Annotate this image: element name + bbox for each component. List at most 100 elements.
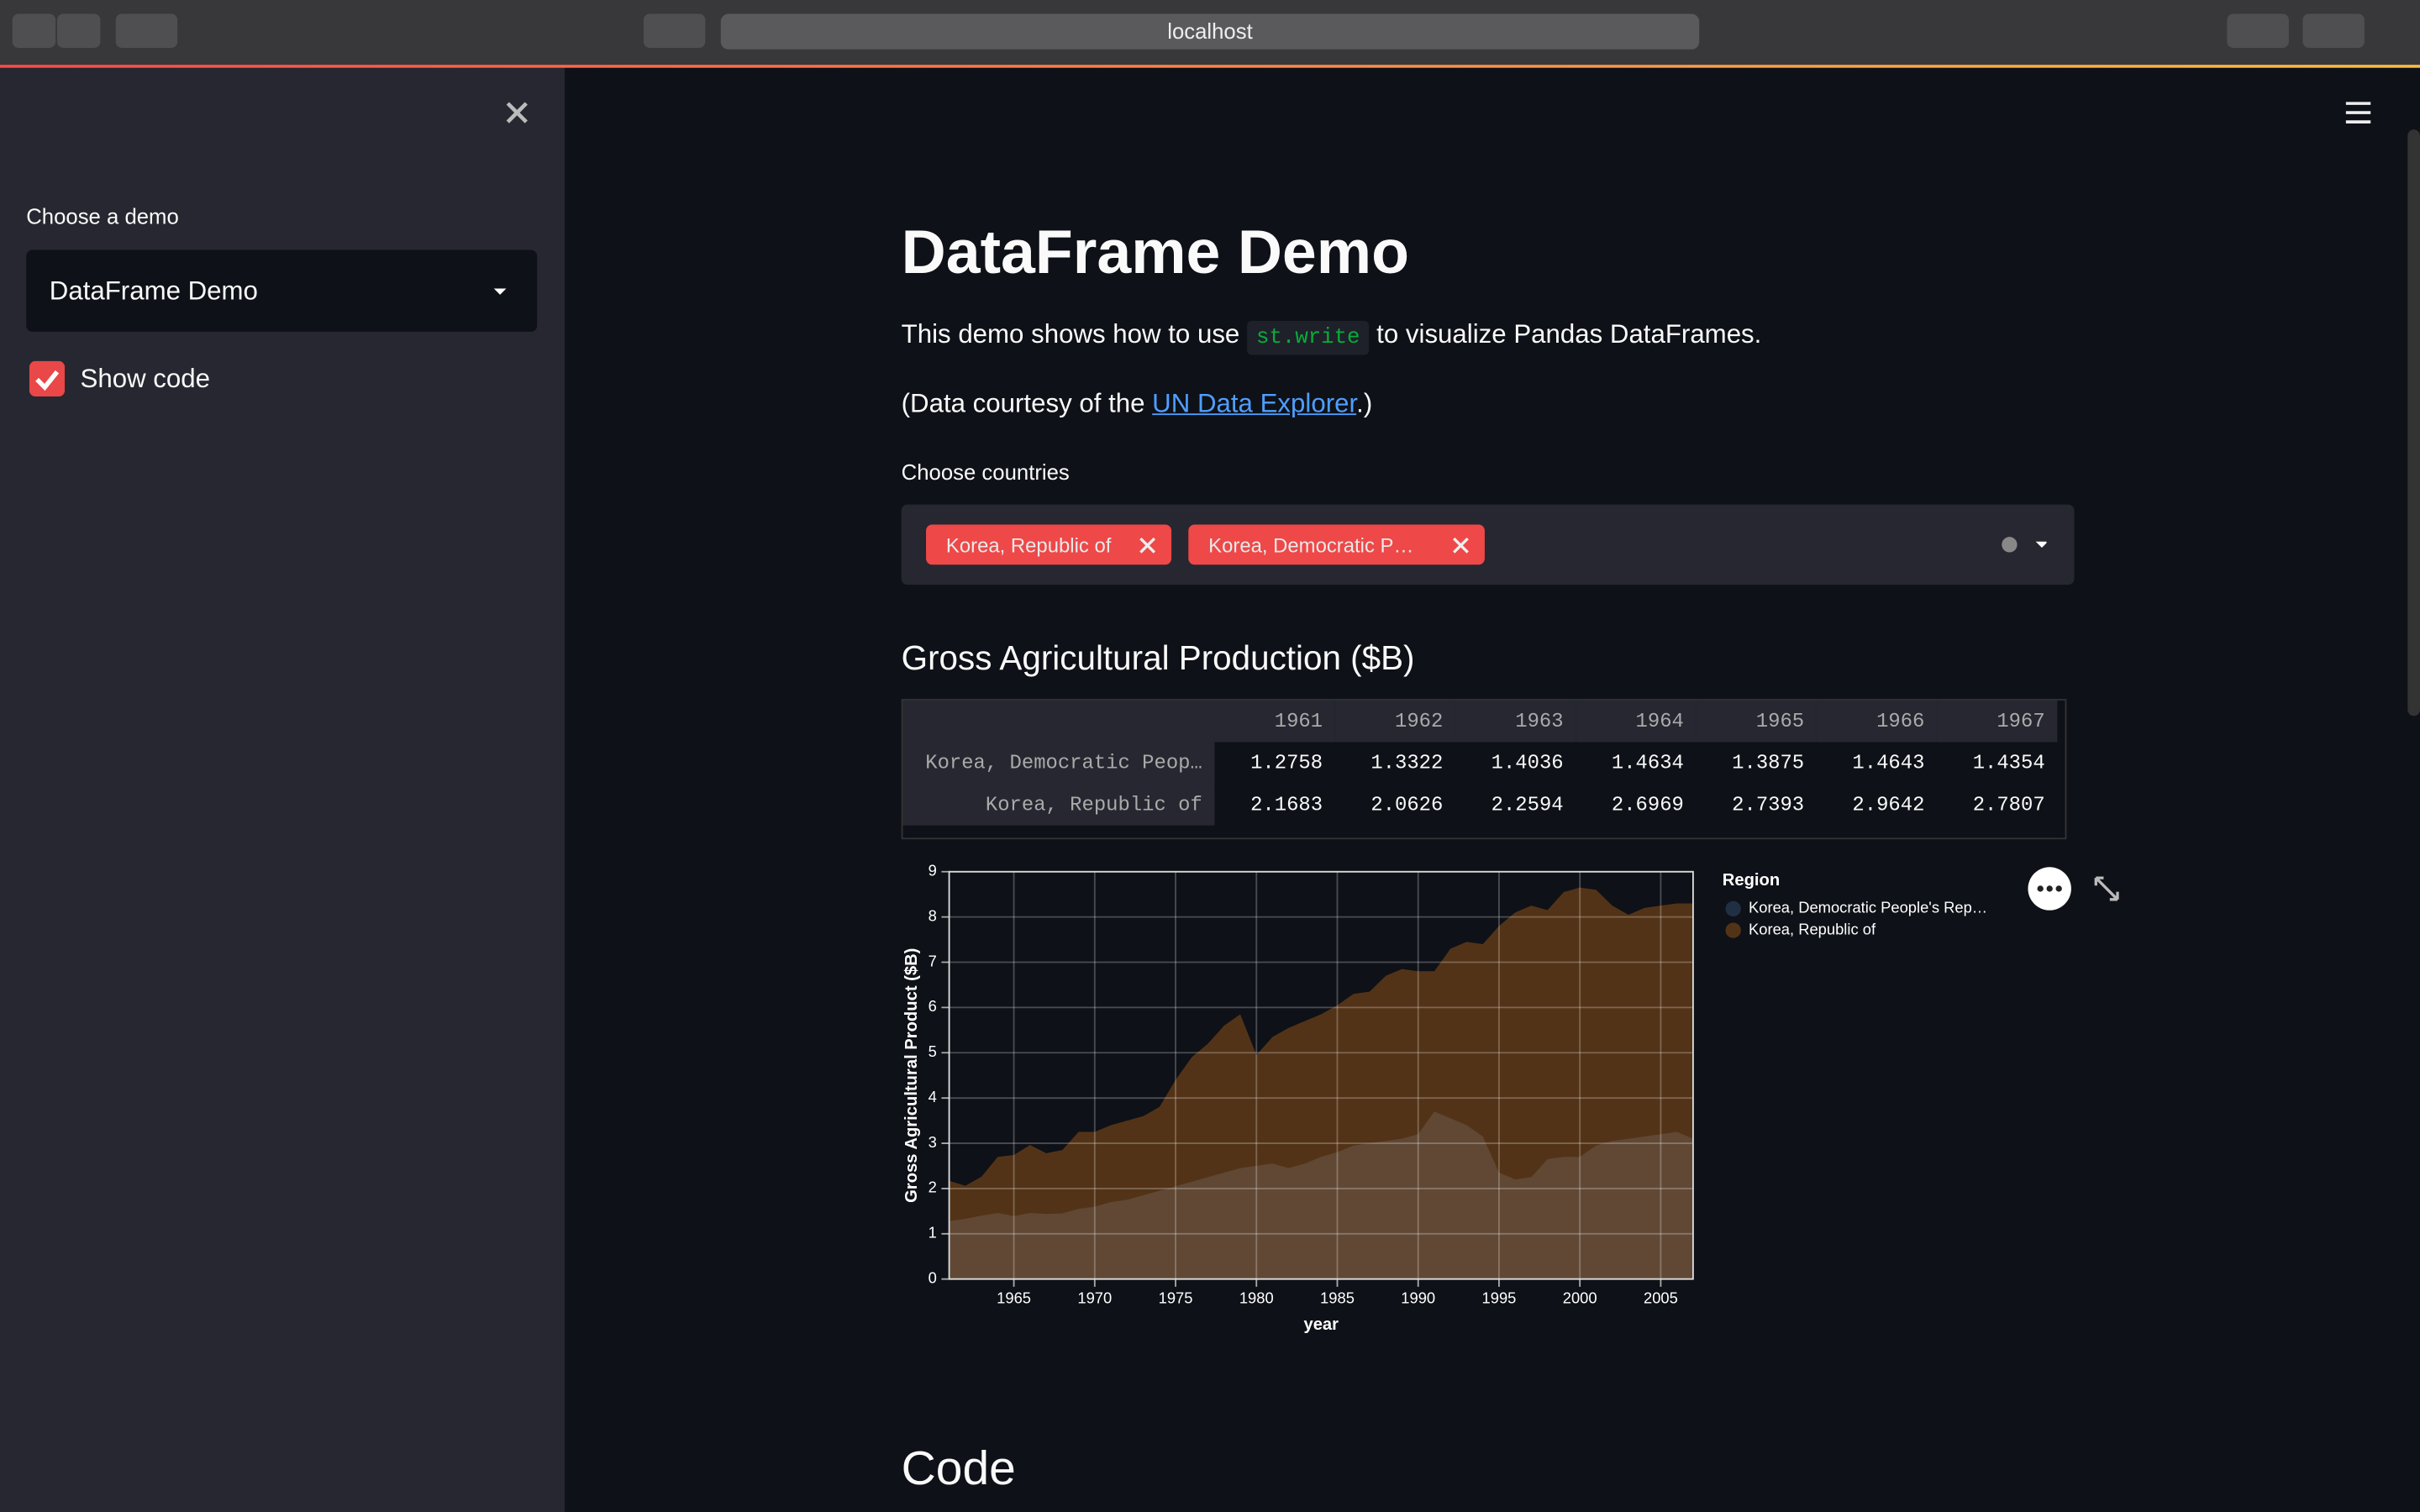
y-tick-label: 6 (929, 997, 937, 1015)
row-header: Korea, Republic of (902, 784, 1215, 826)
data-table: 1961 1962 1963 1964 1965 1966 1967 Korea, Democ… (902, 700, 2058, 826)
legend-swatch (1725, 900, 1741, 917)
y-tick-label: 2 (929, 1179, 937, 1196)
text: to visualize Pandas DataFrames. (1369, 319, 1762, 349)
close-sidebar[interactable] (503, 99, 531, 127)
x-tick-label: 1995 (1482, 1289, 1517, 1306)
cell: 1.4036 (1491, 751, 1564, 775)
column-header: 1963 (1455, 700, 1576, 743)
tag-label: Korea, Republic of (945, 533, 1112, 558)
link[interactable]: UN Data Explorer (1152, 388, 1357, 418)
cell: 1.4643 (1852, 751, 1925, 775)
text: (Data courtesy of the (901, 388, 1153, 418)
area (949, 887, 1693, 1279)
cell: 2.9642 (1852, 793, 1925, 816)
multiselect-label: Choose countries (901, 459, 1070, 485)
text: This demo shows how to use (901, 319, 1247, 349)
y-axis-label: Gross Agricultural Product ($B) (902, 948, 921, 1203)
cell: 1.4354 (1972, 751, 2045, 775)
area (949, 1111, 1693, 1279)
legend-label: Korea, Democratic People's Rep… (1749, 899, 1987, 916)
page-title: DataFrame Demo (901, 218, 1409, 287)
share-button[interactable] (2227, 13, 2289, 48)
x-tick-label: 2005 (1644, 1289, 1678, 1306)
dataframe[interactable]: 1961 1962 1963 1964 1965 1966 1967 Korea, Democ… (901, 699, 2067, 840)
legend-label: Korea, Republic of (1749, 920, 1876, 937)
y-tick-label: 0 (929, 1269, 937, 1287)
tag-label: Korea, Democratic P… (1208, 533, 1414, 558)
x-tick-label: 1990 (1401, 1289, 1435, 1306)
dropdown-arrow (493, 288, 507, 295)
cell: 1.4634 (1611, 751, 1684, 775)
show-code-checkbox[interactable] (29, 360, 66, 397)
checkbox-label: Show code (80, 364, 211, 394)
select-value: DataFrame Demo (49, 276, 258, 306)
scrollbar[interactable] (2407, 129, 2420, 717)
back-button[interactable] (12, 13, 56, 48)
country-multiselect[interactable]: Korea, Republic of Korea, Democratic P… (901, 504, 2075, 585)
column-header: 1965 (1696, 700, 1817, 743)
y-tick-label: 4 (929, 1088, 937, 1105)
intro-text: This demo shows how to use st.write to v… (901, 319, 1762, 355)
column-header: 1961 (1214, 700, 1335, 743)
x-tick-label: 1980 (1239, 1289, 1274, 1306)
tag-remove[interactable] (1139, 537, 1156, 554)
column-header: 1966 (1816, 700, 1938, 743)
x-tick-label: 2000 (1563, 1289, 1597, 1306)
sidebar-button[interactable] (115, 13, 178, 48)
inline-code: st.write (1246, 321, 1370, 355)
cell: 2.1683 (1250, 793, 1323, 816)
column-header: 1962 (1334, 700, 1456, 743)
menu-button[interactable] (2344, 102, 2372, 123)
tag-remove[interactable] (1452, 537, 1469, 554)
table-row: Korea, Democratic Peop… 1.2758 1.3322 1.403… (902, 742, 2057, 785)
tag[interactable]: Korea, Republic of (926, 524, 1172, 565)
x-axis-label: year (1303, 1315, 1339, 1334)
cell: 2.2594 (1491, 793, 1564, 816)
browser-toolbar: localhost (0, 0, 2420, 66)
chart-actions[interactable] (2027, 865, 2073, 911)
demo-select[interactable]: DataFrame Demo (26, 249, 538, 332)
code-title: Code (901, 1441, 1016, 1495)
cell: 2.7807 (1972, 793, 2045, 816)
decoration-stripe (0, 65, 2420, 68)
cell: 1.2758 (1250, 751, 1323, 775)
cell: 2.0626 (1370, 793, 1444, 816)
select-label: Choose a demo (26, 203, 179, 228)
text: .) (1356, 388, 1373, 418)
y-tick-label: 7 (929, 952, 937, 969)
y-tick-label: 9 (929, 862, 937, 879)
row-header: Korea, Democratic Peop… (902, 742, 1215, 785)
plot-border (948, 870, 1694, 1280)
legend-swatch (1725, 922, 1741, 938)
clear-and-dropdown[interactable] (2000, 535, 2047, 554)
chart: 0 1 2 3 4 5 6 7 8 9 1965 1970 1975 1980 1985 1990 1995 20… (902, 862, 1987, 1335)
x-tick-label: 1975 (1159, 1289, 1193, 1306)
y-tick-label: 8 (929, 906, 937, 924)
x-tick-label: 1965 (997, 1289, 1031, 1306)
credit-text: (Data courtesy of the UN Data Explorer.) (902, 389, 1373, 420)
column-header: 1964 (1576, 700, 1697, 743)
shield-button[interactable] (643, 13, 706, 48)
address-bar[interactable]: localhost (720, 13, 1700, 50)
corner (902, 700, 1215, 743)
forward-button[interactable] (56, 13, 101, 48)
table-row: Korea, Republic of 2.1683 2.0626 2.2594 2.69… (902, 784, 2057, 826)
tabs-button[interactable] (2302, 13, 2365, 48)
cell: 1.3322 (1370, 751, 1444, 775)
header-row: 1961 1962 1963 1964 1965 1966 1967 (902, 700, 2058, 743)
x-tick-label: 1970 (1077, 1289, 1112, 1306)
tag[interactable]: Korea, Democratic P… (1188, 524, 1485, 565)
y-tick-label: 3 (929, 1133, 937, 1151)
x-tick-label: 1985 (1320, 1289, 1355, 1306)
legend-title: Region (1723, 871, 1780, 890)
cell: 2.7393 (1732, 793, 1805, 816)
column-header: 1967 (1937, 700, 2058, 743)
cell: 2.6969 (1611, 793, 1684, 816)
cell: 1.3875 (1732, 751, 1805, 775)
section-title: Gross Agricultural Production ($B) (901, 638, 1415, 678)
fullscreen-button[interactable] (2093, 874, 2121, 902)
y-tick-label: 5 (929, 1042, 937, 1060)
